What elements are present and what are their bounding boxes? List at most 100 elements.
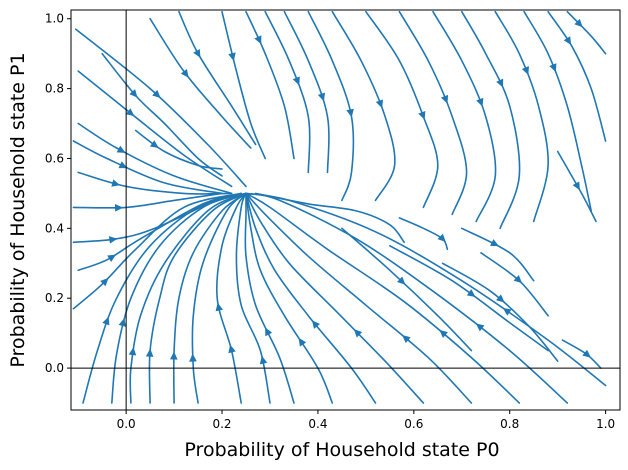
plot-frame: [70, 9, 621, 411]
y-tick-label: 0.4: [45, 221, 64, 235]
flow-arrowhead: [317, 92, 326, 102]
flow-arrowhead: [475, 323, 485, 332]
streamline: [461, 10, 521, 230]
flow-arrowhead: [582, 349, 591, 358]
streamline: [134, 129, 223, 170]
flow-arrowhead: [563, 36, 572, 45]
flow-arrowhead: [490, 239, 499, 247]
x-tick-label: 1.0: [596, 417, 615, 431]
flow-arrowhead: [496, 294, 505, 303]
y-tick-label: 0.6: [45, 151, 64, 165]
streamline: [235, 192, 271, 404]
flow-arrowhead: [114, 204, 124, 212]
flow-arrowhead: [437, 233, 446, 243]
flow-arrowhead: [418, 110, 426, 120]
streamline: [72, 192, 223, 209]
flow-arrowhead: [102, 316, 110, 326]
flow-arrowhead: [118, 318, 126, 327]
streamline: [244, 192, 295, 404]
x-tick-label: 0.4: [308, 417, 327, 431]
streamline: [566, 10, 607, 55]
flow-arrowhead: [496, 78, 504, 88]
streamline: [461, 227, 535, 282]
flow-arrowhead: [521, 66, 529, 76]
y-tick-label: 0.0: [45, 361, 64, 375]
x-tick-label: 0.0: [117, 417, 136, 431]
streamline: [389, 245, 549, 352]
streamline: [441, 262, 559, 362]
flow-arrowhead: [149, 140, 159, 148]
arrowheads-layer: [100, 18, 591, 365]
flow-arrowhead: [145, 348, 154, 357]
flow-arrowhead: [118, 161, 128, 169]
y-tick-label: 1.0: [45, 12, 64, 26]
flow-arrowhead: [292, 76, 300, 86]
x-axis-label: Probability of Household state P0: [184, 439, 499, 461]
axis-ticks: 0.0 0.2 0.4 0.6 0.8 1.0 0.0 0.2 0.4 0.6 0.8 1.0: [45, 12, 615, 431]
streamline: [245, 192, 569, 404]
streamline: [264, 10, 311, 174]
streamline: [245, 192, 334, 404]
y-tick-label: 0.2: [45, 291, 64, 305]
streamline: [245, 192, 521, 404]
streamline: [547, 10, 607, 142]
flow-arrowhead: [572, 181, 580, 191]
flow-arrowhead: [180, 69, 189, 78]
flow-arrowhead: [549, 63, 557, 73]
streamline: [111, 192, 247, 404]
streamline: [191, 192, 247, 404]
flow-arrowhead: [440, 94, 449, 104]
flow-arrowhead: [116, 145, 126, 153]
streamline: [72, 140, 223, 195]
streamline: [245, 10, 295, 160]
streamline: [77, 192, 242, 272]
streamline: [101, 52, 223, 177]
flow-arrowhead: [128, 347, 137, 356]
streamline: [254, 192, 405, 244]
streamline: [178, 10, 257, 146]
streamline: [245, 192, 377, 404]
flow-arrowhead: [254, 35, 262, 45]
flow-arrowhead: [100, 277, 109, 287]
flow-arrowhead: [189, 353, 197, 362]
flow-arrowhead: [298, 337, 307, 347]
flow-arrowhead: [476, 97, 484, 107]
flow-arrowhead: [265, 327, 273, 337]
flow-arrowhead: [228, 344, 236, 354]
streamline: [149, 17, 252, 149]
x-tick-label: 0.2: [212, 417, 231, 431]
flow-arrowhead: [170, 351, 178, 360]
streamline: [221, 10, 266, 160]
x-tick-label: 0.8: [500, 417, 519, 431]
flow-arrowhead: [397, 276, 406, 285]
streamline: [283, 10, 330, 174]
flow-arrowhead: [108, 236, 118, 244]
flow-arrowhead: [193, 48, 201, 58]
streamline: [77, 122, 233, 195]
flow-arrowhead: [466, 289, 476, 297]
flow-arrowhead: [228, 52, 236, 62]
flow-arrowhead: [375, 99, 383, 109]
y-axis-label: Probability of Household state P1: [7, 52, 29, 367]
streamline: [216, 192, 247, 404]
y-tick-label: 0.8: [45, 82, 64, 96]
streamline: [77, 171, 233, 195]
streamline: [556, 150, 597, 223]
streamline: [432, 10, 497, 223]
flow-arrowhead: [311, 320, 320, 329]
streamline: [331, 10, 396, 202]
flow-arrowhead: [353, 329, 363, 338]
streamlines-layer: [72, 10, 607, 404]
streamline: [494, 10, 549, 223]
streamline: [82, 192, 247, 404]
streamline: [341, 227, 473, 352]
flow-arrowhead: [125, 108, 135, 117]
streamline: [245, 192, 473, 404]
flow-arrowhead: [107, 254, 117, 262]
streamline: [245, 192, 425, 404]
streamline: [398, 10, 468, 216]
flow-arrowhead: [259, 355, 268, 365]
flow-arrowhead: [215, 302, 224, 312]
flow-arrowhead: [129, 89, 138, 98]
